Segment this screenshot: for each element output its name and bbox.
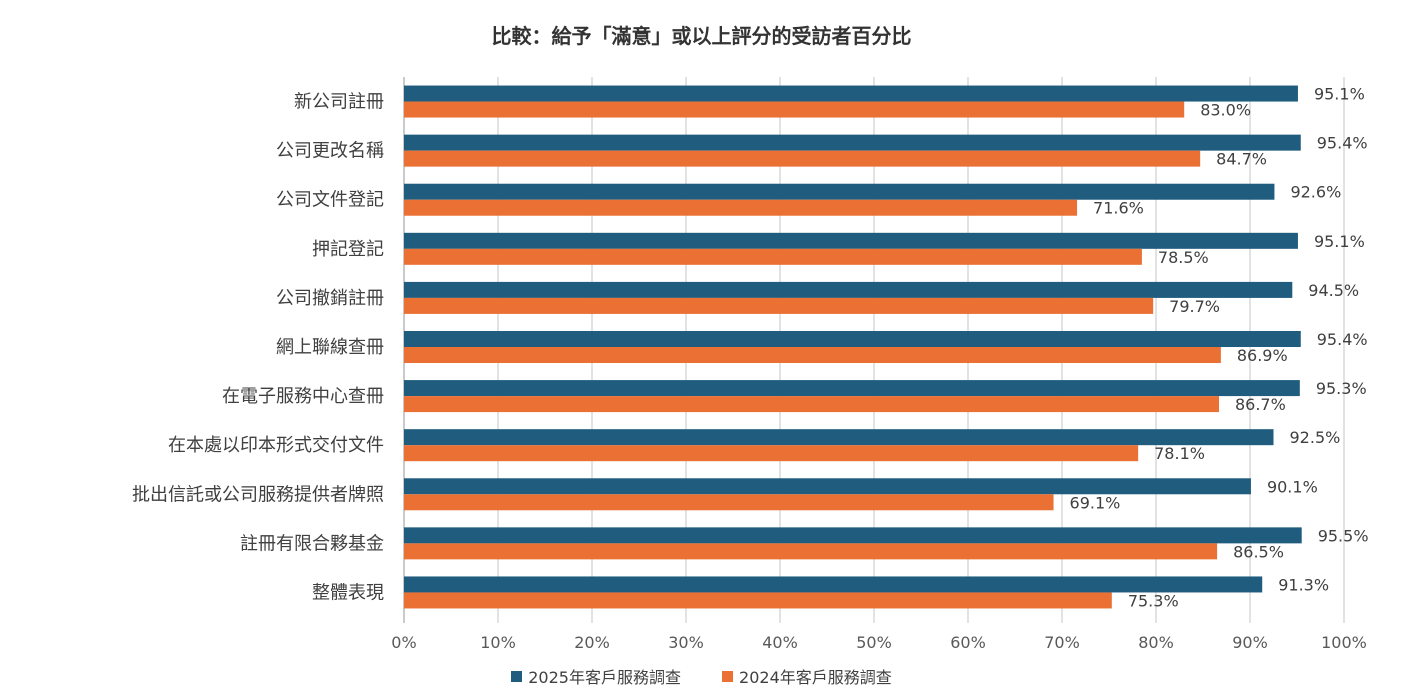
category-label: 新公司註冊 bbox=[294, 92, 384, 113]
chart-title: 比較：給予「滿意」或以上評分的受訪者百分比 bbox=[491, 24, 912, 48]
x-tick-label: 30% bbox=[668, 633, 704, 652]
legend-label-2024: 2024年客戶服務調查 bbox=[739, 668, 892, 687]
x-tick-label: 60% bbox=[950, 633, 986, 652]
legend-swatch-2024 bbox=[722, 670, 734, 682]
bar-2025 bbox=[404, 429, 1274, 446]
category-label: 網上聯線查冊 bbox=[276, 337, 384, 358]
x-tick-label: 40% bbox=[762, 633, 798, 652]
data-label: 95.4% bbox=[1317, 134, 1368, 153]
bar-2025 bbox=[404, 576, 1263, 593]
data-label: 95.1% bbox=[1314, 85, 1365, 104]
x-tick-label: 90% bbox=[1232, 633, 1268, 652]
data-label: 78.5% bbox=[1158, 248, 1209, 267]
category-label: 整體表現 bbox=[312, 582, 384, 603]
category-label: 公司更改名稱 bbox=[276, 141, 384, 162]
category-label: 在電子服務中心查冊 bbox=[222, 386, 384, 407]
data-label: 84.7% bbox=[1216, 150, 1267, 169]
legend-item-2025: 2025年客戶服務調查 bbox=[511, 664, 681, 688]
data-label: 95.3% bbox=[1316, 379, 1367, 398]
bar-2024 bbox=[404, 494, 1054, 511]
bar-2025 bbox=[404, 281, 1293, 298]
bar-2024 bbox=[404, 347, 1221, 363]
legend-item-2024: 2024年客戶服務調查 bbox=[722, 664, 892, 688]
bar-2025 bbox=[404, 183, 1275, 200]
data-label: 69.1% bbox=[1070, 493, 1121, 512]
category-label: 批出信託或公司服務提供者牌照 bbox=[132, 484, 384, 505]
data-label: 83.0% bbox=[1200, 101, 1251, 120]
data-label: 91.3% bbox=[1278, 575, 1329, 594]
x-tick-label: 80% bbox=[1138, 633, 1174, 652]
bar-2024 bbox=[404, 543, 1218, 560]
x-tick-label: 70% bbox=[1044, 633, 1080, 652]
x-tick-label: 50% bbox=[856, 633, 892, 652]
bar-2024 bbox=[404, 297, 1154, 314]
category-label: 註冊有限合夥基金 bbox=[240, 533, 384, 554]
x-tick-label: 0% bbox=[391, 633, 416, 652]
data-label: 86.7% bbox=[1235, 395, 1286, 414]
bar-2024 bbox=[404, 248, 1142, 265]
bar-2025 bbox=[404, 380, 1300, 397]
bar-2025 bbox=[404, 478, 1251, 495]
data-label: 78.1% bbox=[1154, 444, 1205, 463]
legend-label-2025: 2025年客戶服務調查 bbox=[528, 668, 681, 687]
bar-2024 bbox=[404, 101, 1185, 118]
bar-2025 bbox=[404, 85, 1298, 102]
data-label: 86.5% bbox=[1233, 542, 1284, 561]
bar-2025 bbox=[404, 134, 1301, 151]
x-tick-label: 10% bbox=[480, 633, 516, 652]
x-tick-label: 100% bbox=[1321, 633, 1367, 652]
data-label: 92.6% bbox=[1290, 183, 1341, 202]
bar-2025 bbox=[404, 331, 1301, 347]
category-label: 在本處以印本形式交付文件 bbox=[168, 435, 384, 456]
category-label: 公司文件登記 bbox=[276, 190, 384, 211]
bar-2025 bbox=[404, 527, 1302, 544]
chart-legend: 2025年客戶服務調查 2024年客戶服務調查 bbox=[0, 664, 1403, 688]
x-tick-label: 20% bbox=[574, 633, 610, 652]
bar-2024 bbox=[404, 396, 1219, 413]
data-label: 95.5% bbox=[1318, 526, 1369, 545]
data-label: 94.5% bbox=[1308, 281, 1359, 300]
bar-2024 bbox=[404, 445, 1139, 462]
legend-swatch-2025 bbox=[511, 670, 523, 682]
bar-2024 bbox=[404, 592, 1112, 609]
bar-2024 bbox=[404, 150, 1201, 167]
data-label: 95.1% bbox=[1314, 232, 1365, 251]
bar-chart-plot: 0% 10% 20% 30% 40% 50% 60% 70% 80% 90% 100% 新公司註冊 95… bbox=[132, 77, 1369, 652]
category-label: 押記登記 bbox=[312, 239, 384, 260]
data-label: 71.6% bbox=[1093, 199, 1144, 218]
data-label: 86.9% bbox=[1237, 346, 1288, 365]
data-label: 92.5% bbox=[1290, 428, 1341, 447]
data-label: 79.7% bbox=[1169, 297, 1220, 316]
data-label: 75.3% bbox=[1128, 591, 1179, 610]
bar-2025 bbox=[404, 232, 1298, 249]
data-label: 95.4% bbox=[1317, 330, 1368, 349]
data-label: 90.1% bbox=[1267, 477, 1318, 496]
category-label: 公司撤銷註冊 bbox=[276, 288, 384, 309]
bar-2024 bbox=[404, 199, 1078, 216]
